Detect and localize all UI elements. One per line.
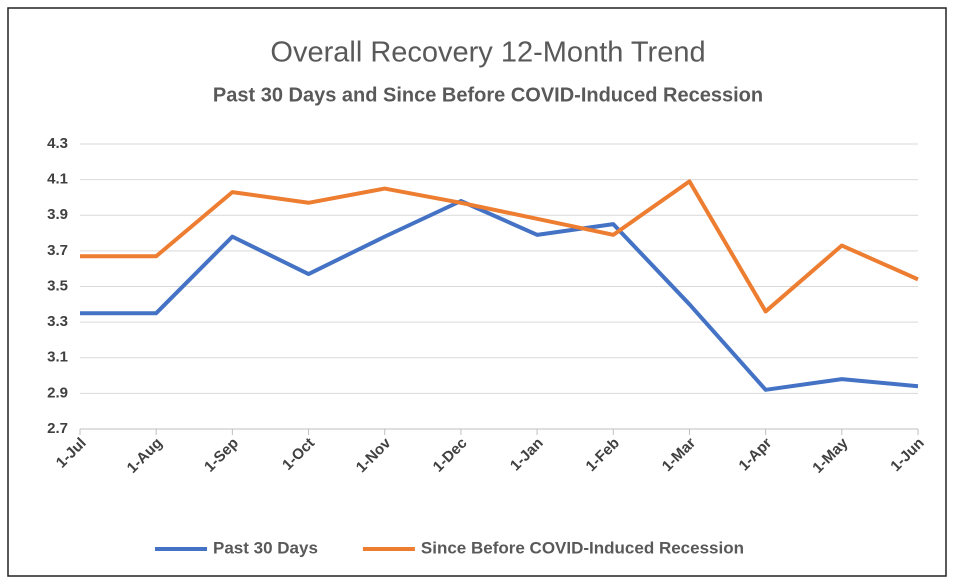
y-tick-label: 3.3 xyxy=(47,313,68,330)
y-tick-label: 3.9 xyxy=(47,206,68,223)
y-tick-label: 2.7 xyxy=(47,420,68,437)
series-line xyxy=(80,179,919,314)
y-tick-label: 3.1 xyxy=(47,349,68,366)
legend-label: Since Before COVID-Induced Recession xyxy=(421,538,744,557)
y-tick-label: 3.5 xyxy=(47,277,68,294)
series-line xyxy=(80,199,919,392)
y-tick-label: 4.3 xyxy=(47,135,68,152)
y-tick-label: 3.7 xyxy=(47,242,68,259)
y-tick-label: 2.9 xyxy=(47,384,68,401)
chart-subtitle: Past 30 Days and Since Before COVID-Indu… xyxy=(213,84,763,106)
chart-title: Overall Recovery 12-Month Trend xyxy=(270,37,705,69)
y-tick-label: 4.1 xyxy=(47,171,68,188)
legend-label: Past 30 Days xyxy=(213,538,318,557)
